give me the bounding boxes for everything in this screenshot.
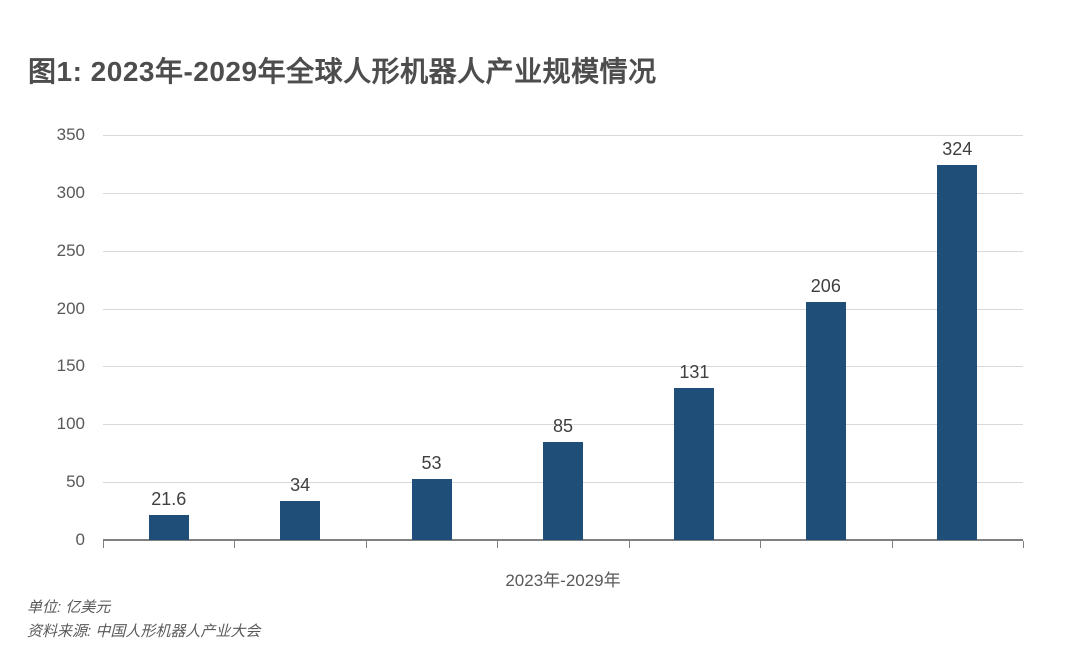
x-axis-tick: [365, 541, 367, 548]
bar: [542, 441, 583, 540]
y-axis-tick-label: 100: [56, 414, 85, 434]
bar-column: 85: [497, 135, 628, 540]
y-axis-tick-label: 300: [56, 182, 85, 202]
bar-value-label: 53: [421, 452, 442, 473]
y-axis-tick-label: 250: [56, 240, 85, 260]
gridline: [103, 308, 1023, 310]
bar-column: 324: [892, 135, 1023, 540]
y-axis-tick-label: 150: [56, 356, 85, 376]
chart-title: 图1: 2023年-2029年全球人形机器人产业规模情况: [28, 56, 657, 87]
bar-value-label: 324: [942, 139, 973, 160]
x-axis-line: [103, 539, 1023, 541]
gridline: [103, 424, 1023, 426]
bar: [148, 515, 189, 540]
x-axis-tick: [103, 541, 104, 548]
bar: [674, 388, 715, 540]
bar-column: 53: [366, 135, 497, 540]
y-axis-tick-label: 50: [66, 472, 85, 492]
x-axis-label: 2023年-2029年: [505, 571, 621, 590]
bar: [937, 165, 978, 540]
bar-value-label: 34: [290, 474, 311, 495]
bar-chart-plot-area: 0 50 100 150 200 250 300 350 21.6 34 53 85 131 206 324: [57, 125, 1024, 549]
source-note: 资料来源: 中国人形机器人产业大会: [27, 623, 261, 640]
bar-column: 34: [234, 135, 365, 540]
y-axis-tick-label: 350: [56, 125, 85, 144]
bar: [280, 500, 321, 540]
x-axis-tick: [497, 541, 499, 548]
x-axis-tick: [891, 541, 893, 548]
gridline: [103, 135, 1023, 136]
bar: [805, 301, 846, 540]
bar-column: 131: [629, 135, 760, 540]
bar-value-label: 85: [552, 415, 573, 436]
bars-container: 21.6 34 53 85 131 206 324: [103, 135, 1023, 540]
bar-value-label: 206: [810, 275, 841, 296]
bar: [411, 478, 452, 540]
x-axis-tick: [760, 541, 762, 548]
bar-column: 206: [760, 135, 891, 540]
gridline: [103, 250, 1023, 252]
y-axis-tick-label: 0: [75, 530, 85, 549]
bar-value-label: 131: [679, 362, 710, 383]
gridline: [103, 192, 1023, 194]
x-axis-tick: [234, 541, 236, 548]
y-axis-tick-label: 200: [56, 298, 85, 318]
gridline: [103, 366, 1023, 368]
x-axis-tick: [1023, 541, 1024, 548]
bar-value-label: 21.6: [151, 489, 187, 510]
bar-column: 21.6: [103, 135, 234, 540]
x-axis-tick: [628, 541, 630, 548]
unit-note: 单位: 亿美元: [27, 599, 111, 616]
chart-footer: 单位: 亿美元 资料来源: 中国人形机器人产业大会: [27, 596, 260, 644]
